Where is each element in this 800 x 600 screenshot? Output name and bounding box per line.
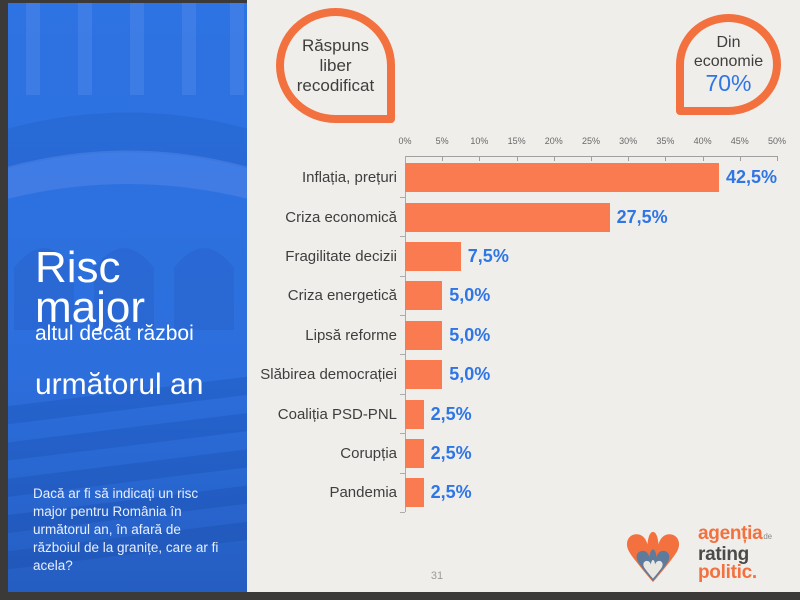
bar-track: 2,5%	[405, 438, 777, 468]
x-axis-tick	[628, 156, 630, 161]
bar-value-label: 2,5%	[430, 403, 472, 424]
bar	[405, 438, 424, 468]
bar-value-label: 5,0%	[449, 364, 491, 385]
x-axis-tick-label: 0%	[398, 136, 412, 146]
logo-word-de: de	[763, 531, 772, 541]
chart-row: Pandemia 2,5%	[256, 473, 790, 514]
chart-row: Lipsă reforme 5,0%	[256, 316, 790, 356]
x-axis-tick	[777, 156, 778, 161]
frame-left	[0, 0, 8, 600]
category-label: Inflația, prețuri	[301, 169, 397, 187]
category-label: Coaliția PSD-PNL	[277, 405, 397, 423]
bar-chart: 0% 5% 10% 15% 20% 25% 30% 35% 40% 45% 50% Inflația…	[256, 134, 790, 514]
x-axis-tick	[665, 156, 667, 161]
logo-word-rating: rating	[698, 543, 749, 565]
x-axis-tick-label: 40%	[693, 136, 712, 146]
badge-economy-label: Din economie	[693, 34, 764, 70]
bar	[405, 399, 424, 429]
bar-value-label: 7,5%	[467, 245, 509, 266]
slide-subtitle: altul decât război	[35, 322, 194, 345]
bar-track: 2,5%	[405, 399, 777, 429]
bar-track: 5,0%	[405, 281, 777, 311]
bar-track: 7,5%	[405, 241, 777, 271]
x-axis-tick-label: 20%	[544, 136, 563, 146]
category-label: Pandemia	[329, 484, 397, 502]
chart-row: Criza energetică 5,0%	[256, 276, 790, 317]
x-axis-tick	[739, 156, 741, 161]
x-axis-tick	[442, 156, 444, 161]
x-axis-tick-label: 45%	[730, 136, 749, 146]
bar	[405, 320, 443, 350]
slide-title-line2: major	[35, 283, 146, 332]
badge-recoded-response: Răspuns liber recodificat	[276, 8, 395, 123]
bar-value-label: 42,5%	[725, 167, 777, 188]
x-axis-tick	[516, 156, 518, 161]
bar	[405, 478, 424, 508]
badge-economy-value: 70%	[705, 70, 752, 96]
category-label: Corupția	[340, 444, 397, 462]
parliament-photo	[8, 0, 247, 592]
x-axis-tick	[553, 156, 555, 161]
agency-logo-text: agențiade rating politic.	[698, 522, 772, 583]
x-axis-tick-label: 15%	[507, 136, 526, 146]
chart-row: Fragilitate decizii 7,5%	[256, 237, 790, 278]
category-label: Lipsă reforme	[305, 326, 397, 344]
bar-track: 27,5%	[405, 202, 777, 232]
x-axis-tick-label: 35%	[656, 136, 675, 146]
x-axis-tick-label: 5%	[435, 136, 449, 146]
bar-value-label: 2,5%	[430, 442, 472, 463]
bar	[405, 163, 719, 193]
chart-row: Corupția 2,5%	[256, 434, 790, 475]
bar-value-label: 2,5%	[430, 482, 472, 503]
chart-row: Criza economică 27,5%	[256, 197, 790, 238]
logo-word-agentia: agenția	[698, 522, 763, 544]
frame-top	[0, 0, 247, 3]
slide-title-line1: Risc	[35, 243, 121, 292]
category-label: Criza energetică	[287, 287, 397, 305]
bar	[405, 360, 443, 390]
chart-row: Slăbirea democrației 5,0%	[256, 355, 790, 396]
category-label: Slăbirea democrației	[260, 366, 397, 384]
badge-recoded-response-label: Răspuns liber recodificat	[296, 35, 375, 95]
bar	[405, 241, 461, 271]
x-axis-tick-label: 30%	[619, 136, 638, 146]
x-axis-tick-label: 50%	[767, 136, 787, 146]
bar-track: 2,5%	[405, 478, 777, 508]
badge-economy-share: Din economie 70%	[676, 14, 781, 115]
x-axis-tick	[591, 156, 592, 161]
bar-track: 42,5%	[405, 163, 777, 193]
bar-value-label: 27,5%	[616, 206, 668, 227]
page-number: 31	[430, 570, 444, 582]
survey-question: Dacă ar fi să indicați un risc major pen…	[33, 486, 219, 573]
bar-track: 5,0%	[405, 360, 777, 390]
category-label: Criza economică	[285, 208, 397, 226]
slide-timeframe: următorul an	[35, 368, 204, 401]
category-label: Fragilitate decizii	[285, 247, 397, 265]
bar	[405, 281, 443, 311]
frame-bottom	[0, 592, 800, 600]
logo-word-politic: politic.	[698, 561, 757, 583]
bar	[405, 202, 610, 232]
x-axis-tick-label: 10%	[470, 136, 489, 146]
chart-row: Coaliția PSD-PNL 2,5%	[256, 394, 790, 435]
sidebar: Risc major altul decât război următorul …	[8, 0, 247, 592]
x-axis-tick	[702, 156, 704, 161]
bar-value-label: 5,0%	[449, 285, 491, 306]
bar-value-label: 5,0%	[449, 324, 491, 345]
x-axis: 0% 5% 10% 15% 20% 25% 30% 35% 40% 45% 50%	[256, 134, 790, 161]
x-axis-tick-label: 25%	[581, 136, 601, 146]
chart-row: Inflația, prețuri 42,5%	[256, 158, 790, 199]
agency-logo: agențiade rating politic.	[620, 522, 772, 584]
bar-track: 5,0%	[405, 320, 777, 350]
heart-hands-icon	[626, 531, 680, 583]
x-axis-tick	[479, 156, 481, 161]
